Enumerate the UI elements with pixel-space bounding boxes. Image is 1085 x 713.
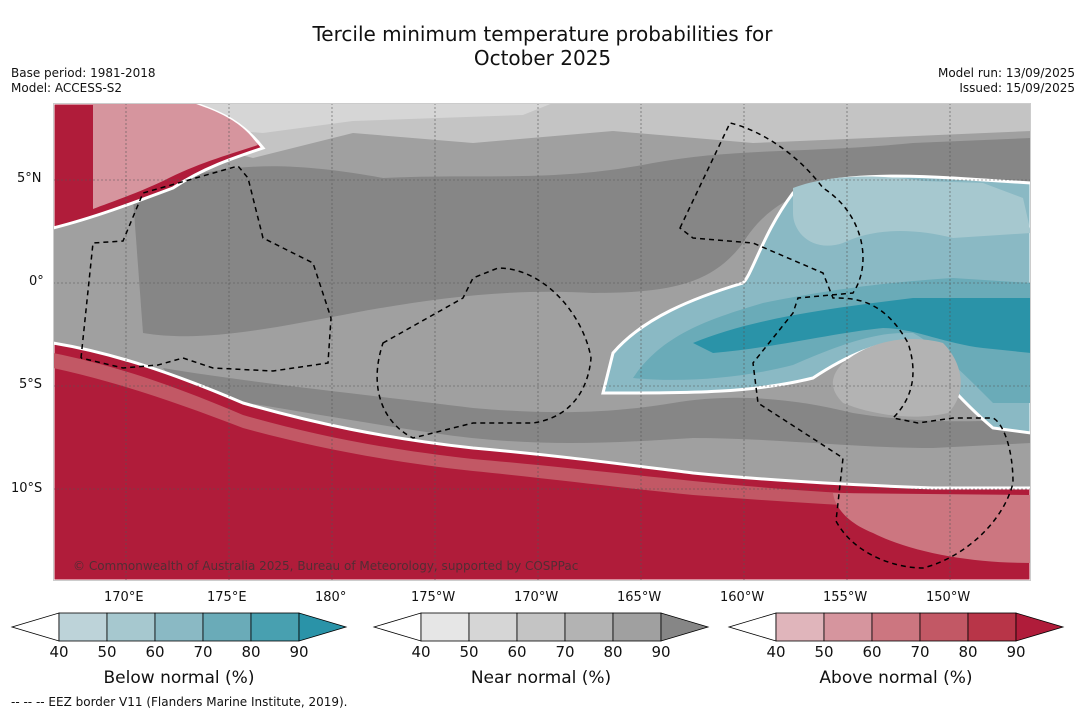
- chart-title-line1: Tercile minimum temperature probabilitie…: [312, 22, 773, 46]
- model-run: Model run: 13/09/2025: [937, 66, 1075, 80]
- lat-label-5s: 5°S: [19, 377, 43, 392]
- colorbar-segment: [250, 612, 300, 642]
- above-normal-southeast: [833, 493, 1031, 563]
- colorbar-below-normal: [10, 612, 348, 642]
- colorbar-tick-label: 40: [49, 643, 69, 661]
- above-normal-south: [53, 341, 1031, 581]
- colorbar-extension-low: [727, 612, 777, 642]
- eez-footnote: -- -- -- EEZ border V11 (Flanders Marine…: [11, 695, 348, 709]
- colorbar-tick-label: 50: [459, 643, 479, 661]
- lon-label-155w: 155°W: [823, 590, 868, 605]
- colorbar-segment: [871, 612, 921, 642]
- above-normal-south-light: [53, 353, 1031, 508]
- colorbar-segment: [106, 612, 156, 642]
- colorbar-tick-label: 70: [910, 643, 930, 661]
- lon-label-170e: 170°E: [104, 590, 144, 605]
- colorbar-segment: [823, 612, 873, 642]
- lon-label-170w: 170°W: [514, 590, 559, 605]
- colorbar-tick-label: 40: [766, 643, 786, 661]
- colorbar-tick-label: 50: [814, 643, 834, 661]
- above-normal-northwest-light: [93, 103, 258, 209]
- lat-label-5n: 5°N: [17, 171, 42, 186]
- colorbar-segment: [967, 612, 1017, 642]
- eez-border-central: [376, 267, 592, 439]
- lon-label-180: 180°: [315, 590, 347, 605]
- colorbar-tick-label: 40: [411, 643, 431, 661]
- issued-date: Issued: 15/09/2025: [959, 81, 1075, 95]
- colorbar-extension-high: [660, 612, 710, 642]
- eez-border-west: [80, 165, 332, 372]
- colorbar-tick-label: 90: [651, 643, 671, 661]
- lon-label-160w: 160°W: [720, 590, 765, 605]
- colorbar-tick-label: 50: [97, 643, 117, 661]
- colorbar-tick-label: 60: [862, 643, 882, 661]
- colorbar-extension-high: [1015, 612, 1065, 642]
- colorbar-segment: [468, 612, 518, 642]
- colorbar-tick-label: 80: [603, 643, 623, 661]
- colorbar-segment: [516, 612, 566, 642]
- near-normal-lighter-band: [193, 103, 553, 133]
- chart-title-line2: October 2025: [473, 46, 612, 70]
- near-normal-patch-east: [832, 339, 961, 417]
- colorbar-tick-label: 70: [193, 643, 213, 661]
- eez-border-east: [679, 122, 1014, 569]
- colorbar-tick-label: 80: [241, 643, 261, 661]
- lon-label-175w: 175°W: [411, 590, 456, 605]
- below-normal-core: [693, 298, 1031, 353]
- colorbar-segment: [420, 612, 470, 642]
- colorbar-label-above: Above normal (%): [819, 668, 973, 688]
- lat-label-10s: 10°S: [11, 481, 43, 496]
- copyright-notice: © Commonwealth of Australia 2025, Bureau…: [73, 559, 578, 573]
- colorbar-segment: [612, 612, 662, 642]
- colorbar-segment: [202, 612, 252, 642]
- colorbar-label-near: Near normal (%): [470, 668, 612, 688]
- model-name: Model: ACCESS-S2: [11, 81, 123, 95]
- base-period: Base period: 1981-2018: [11, 66, 156, 80]
- colorbar-label-below: Below normal (%): [103, 668, 255, 688]
- below-normal-north-lobe: [793, 176, 1031, 246]
- colorbar-segment: [775, 612, 825, 642]
- colorbar-extension-low: [10, 612, 60, 642]
- probability-map: © Commonwealth of Australia 2025, Bureau…: [53, 103, 1031, 581]
- colorbar-tick-label: 90: [1006, 643, 1026, 661]
- colorbar-tick-label: 80: [958, 643, 978, 661]
- colorbar-tick-label: 60: [507, 643, 527, 661]
- colorbar-above-normal: [727, 612, 1065, 642]
- colorbar-extension-high: [298, 612, 348, 642]
- lon-label-150w: 150°W: [926, 590, 971, 605]
- colorbar-extension-low: [372, 612, 422, 642]
- lat-label-0: 0°: [29, 274, 44, 289]
- colorbars: [10, 612, 1065, 642]
- colorbar-tick-label: 90: [289, 643, 309, 661]
- lon-label-165w: 165°W: [617, 590, 662, 605]
- near-normal-dark-lower: [163, 368, 1031, 448]
- colorbar-tick-label: 60: [145, 643, 165, 661]
- eez-borders: [80, 122, 1014, 569]
- colorbar-segment: [564, 612, 614, 642]
- colorbar-tick-label: 70: [555, 643, 575, 661]
- lon-label-175e: 175°E: [207, 590, 247, 605]
- colorbar-segment: [154, 612, 204, 642]
- colorbar-segment: [58, 612, 108, 642]
- graticule: [53, 103, 1031, 581]
- colorbar-segment: [919, 612, 969, 642]
- colorbar-near-normal: [372, 612, 710, 642]
